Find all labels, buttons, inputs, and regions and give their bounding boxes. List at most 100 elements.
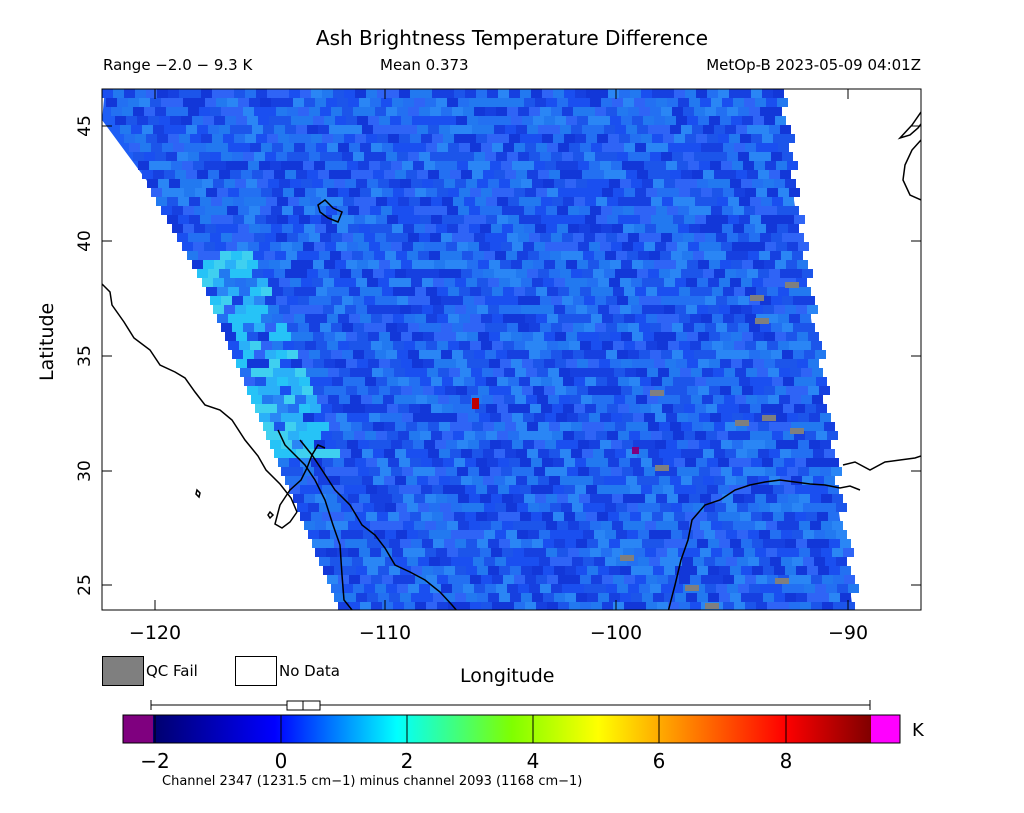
swath-cell — [300, 458, 311, 467]
swath-cell — [429, 557, 440, 566]
swath-cell — [324, 116, 335, 125]
swath-cell — [455, 566, 466, 575]
swath-cell — [349, 188, 360, 197]
swath-cell — [402, 413, 413, 422]
swath-cell — [612, 206, 623, 215]
swath-cell — [793, 296, 804, 305]
swath-cell — [133, 107, 144, 116]
no-data-swatch — [235, 656, 277, 686]
swath-cell — [421, 89, 432, 98]
swath-cell — [679, 188, 690, 197]
swath-cell — [585, 197, 596, 206]
swath-cell — [280, 386, 291, 395]
swath-cell — [789, 341, 800, 350]
swath-cell — [621, 359, 632, 368]
colorbar-under — [123, 715, 153, 743]
swath-cell — [654, 332, 665, 341]
swath-cell — [392, 548, 403, 557]
swath-cell — [550, 251, 561, 260]
swath-cell — [590, 548, 601, 557]
swath-cell — [249, 206, 260, 215]
swath-cell — [676, 332, 687, 341]
swath-cell — [442, 377, 453, 386]
swath-cell — [726, 557, 737, 566]
swath-cell — [693, 530, 704, 539]
swath-cell — [448, 143, 459, 152]
swath-cell — [402, 161, 413, 170]
swath-cell — [315, 98, 326, 107]
swath-cell — [796, 278, 807, 287]
swath-cell — [164, 125, 175, 134]
swath-cell — [292, 242, 303, 251]
swath-cell — [377, 485, 388, 494]
swath-cell — [359, 206, 370, 215]
swath-cell — [406, 422, 417, 431]
swath-cell — [818, 593, 829, 602]
swath-cell — [600, 440, 611, 449]
swath-cell — [707, 485, 718, 494]
swath-cell — [661, 350, 672, 359]
swath-cell — [261, 143, 272, 152]
swath-cell — [579, 224, 590, 233]
swath-cell — [444, 539, 455, 548]
swath-cell — [536, 341, 547, 350]
swath-cell — [650, 323, 661, 332]
swath-cell — [689, 98, 700, 107]
swath-cell — [827, 431, 838, 440]
swath-cell — [747, 170, 758, 179]
swath-cell — [652, 89, 663, 98]
swath-cell — [403, 494, 414, 503]
swath-cell — [190, 89, 201, 98]
swath-cell — [499, 179, 510, 188]
swath-cell — [796, 305, 807, 314]
swath-cell — [422, 179, 433, 188]
swath-cell — [681, 449, 692, 458]
swath-cell — [534, 440, 545, 449]
swath-cell — [752, 305, 763, 314]
swath-cell — [312, 305, 323, 314]
swath-cell — [594, 557, 605, 566]
swath-cell — [518, 152, 529, 161]
swath-cell — [800, 602, 811, 610]
swath-cell — [247, 260, 258, 269]
swath-cell — [487, 512, 498, 521]
swath-cell — [346, 116, 357, 125]
swath-cell — [282, 224, 293, 233]
swath-cell — [228, 143, 239, 152]
swath-cell — [268, 305, 279, 314]
swath-cell — [700, 494, 711, 503]
swath-cell — [300, 89, 311, 98]
swath-cell — [530, 377, 541, 386]
swath-cell — [247, 332, 258, 341]
swath-cell — [542, 458, 553, 467]
swath-cell — [151, 188, 162, 197]
swath-cell — [475, 404, 486, 413]
swath-cell — [635, 575, 646, 584]
swath-cell — [288, 404, 299, 413]
swath-cell — [345, 305, 356, 314]
swath-cell — [426, 314, 437, 323]
swath-cell — [657, 602, 668, 610]
swath-cell — [410, 89, 421, 98]
swath-cell — [722, 206, 733, 215]
swath-cell — [297, 251, 308, 260]
swath-cell — [473, 503, 484, 512]
swath-cell — [395, 170, 406, 179]
swath-cell — [525, 575, 536, 584]
swath-cell — [434, 386, 445, 395]
swath-cell — [458, 206, 469, 215]
swath-cell — [474, 152, 485, 161]
swath-cell — [584, 296, 595, 305]
swath-cell — [701, 188, 712, 197]
swath-cell — [113, 89, 124, 98]
swath-cell — [559, 395, 570, 404]
swath-cell — [769, 269, 780, 278]
swath-cell — [381, 521, 392, 530]
swath-cell — [419, 107, 430, 116]
swath-cell — [763, 278, 774, 287]
swath-cell — [674, 89, 685, 98]
swath-cell — [345, 179, 356, 188]
swath-cell — [467, 116, 478, 125]
swath-cell — [346, 332, 357, 341]
swath-cell — [787, 161, 798, 170]
